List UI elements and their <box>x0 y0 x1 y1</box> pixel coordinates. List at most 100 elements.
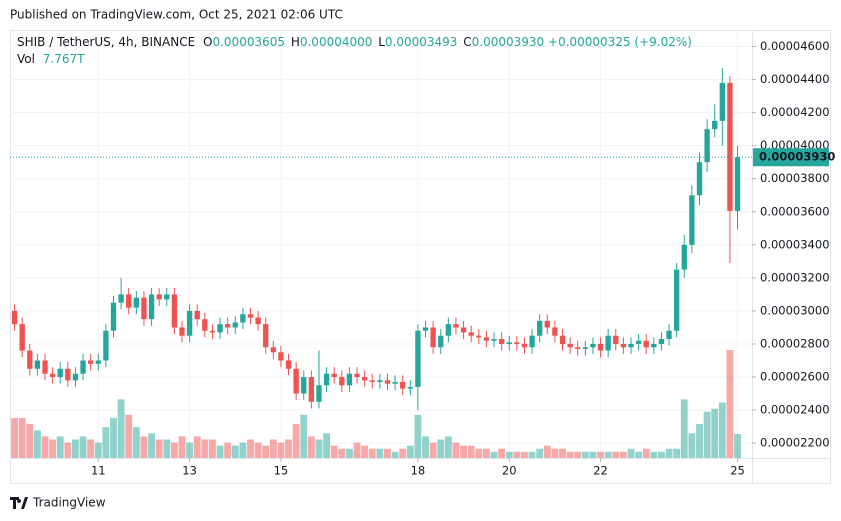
volume-bar <box>505 451 513 458</box>
candle-body <box>361 377 368 381</box>
volume-bar <box>231 445 239 458</box>
y-tick-label: 0.00004200 <box>760 105 830 119</box>
candle-body <box>483 337 490 341</box>
volume-bar <box>513 451 521 458</box>
legend-line: SHIB / TetherUS, 4h, BINANCE O0.00003605… <box>17 35 692 49</box>
y-tick-label: 0.00004400 <box>760 72 830 86</box>
volume-bar <box>696 424 703 458</box>
volume-bar <box>102 427 110 458</box>
candle-body <box>301 377 307 394</box>
y-tick-label: 0.00003000 <box>760 303 830 317</box>
candle-body <box>331 373 337 378</box>
candle-body <box>263 324 269 348</box>
volume-bar <box>612 451 620 458</box>
volume-bar <box>604 451 612 458</box>
volume-bar <box>353 442 361 458</box>
volume-bar <box>87 439 95 458</box>
volume-bar <box>33 430 41 458</box>
o-label: O <box>203 35 212 49</box>
volume-bar <box>216 445 224 458</box>
candle-body <box>415 330 421 387</box>
volume-bar <box>467 445 475 458</box>
volume-bar <box>170 442 178 458</box>
candle-body <box>643 340 649 348</box>
candle-body <box>438 335 444 348</box>
volume-bar <box>368 448 376 458</box>
volume-bar <box>41 436 49 458</box>
volume-bar <box>650 451 658 458</box>
volume-bar <box>521 451 528 458</box>
volume-bar <box>482 448 490 458</box>
candle-body <box>544 320 550 328</box>
candle-body <box>103 330 109 361</box>
volume-bar <box>475 448 483 458</box>
volume-bar <box>292 424 300 458</box>
logo: TradingView <box>10 496 106 510</box>
candle-body <box>278 352 284 361</box>
volume-bar <box>597 451 604 458</box>
y-tick-label: 0.00003600 <box>760 204 830 218</box>
c-label: C <box>463 35 471 49</box>
candle-body <box>224 324 231 328</box>
volume-bar <box>391 451 399 458</box>
y-tick-label: 0.00004600 <box>760 39 830 53</box>
candle-body <box>719 82 725 121</box>
candle-body <box>392 381 398 384</box>
candle-body <box>468 332 474 336</box>
candle-body <box>537 320 543 336</box>
volume-bar <box>155 439 163 458</box>
volume-bar <box>79 436 87 458</box>
volume-bar <box>323 433 331 458</box>
candle-body <box>605 335 611 351</box>
volume-bar <box>72 439 79 458</box>
candle-body <box>209 330 216 333</box>
candle-body <box>133 297 139 308</box>
volume-bar <box>26 424 34 458</box>
volume-bar <box>543 445 551 458</box>
volume-bar <box>338 448 346 458</box>
l-value: 0.00003493 <box>385 35 458 49</box>
volume-bar <box>269 439 277 458</box>
c-value: 0.00003930 <box>472 35 545 49</box>
volume-bar <box>201 439 209 458</box>
volume-bar <box>125 414 133 458</box>
candle-body <box>34 360 41 369</box>
y-tick-label: 0.00003200 <box>760 270 830 284</box>
candle-body <box>11 310 18 325</box>
x-tick-label: 22 <box>593 464 608 478</box>
volume-bar <box>285 439 292 458</box>
published-note: Published on TradingView.com, Oct 25, 20… <box>10 8 343 22</box>
candle-body <box>445 324 452 336</box>
volume-bar <box>658 451 665 458</box>
candle-body <box>65 368 71 381</box>
candle-body <box>179 327 185 336</box>
candle-body <box>202 319 208 331</box>
y-tick-label: 0.00002800 <box>760 336 830 350</box>
candle-body <box>712 120 718 130</box>
volume-bar <box>64 442 72 458</box>
volume-bar <box>247 439 254 458</box>
volume-bar <box>140 436 148 458</box>
volume-bar <box>688 433 696 458</box>
volume-bar <box>734 434 741 458</box>
candle-body <box>354 373 360 378</box>
candle-body <box>628 343 634 348</box>
candle-body <box>635 340 642 344</box>
volume-bar <box>536 448 544 458</box>
candle-body <box>255 317 261 325</box>
volume-bar <box>239 442 247 458</box>
y-tick-label: 0.00002200 <box>760 436 830 450</box>
change-value: +0.00000325 (+9.02%) <box>548 35 692 49</box>
volume-bar <box>452 442 460 458</box>
l-label: L <box>378 35 385 49</box>
volume-bar <box>117 399 125 458</box>
volume-bar <box>300 414 308 458</box>
candle-body <box>42 360 48 374</box>
candle-body <box>118 294 124 303</box>
axes: 0.00002200 0.00002400 0.00002600 0.00002800… <box>91 39 835 477</box>
candle-body <box>476 335 482 338</box>
volume-bar <box>209 439 216 458</box>
candle-body <box>171 294 178 328</box>
volume-bar <box>642 448 650 458</box>
volume-bar <box>566 451 574 458</box>
